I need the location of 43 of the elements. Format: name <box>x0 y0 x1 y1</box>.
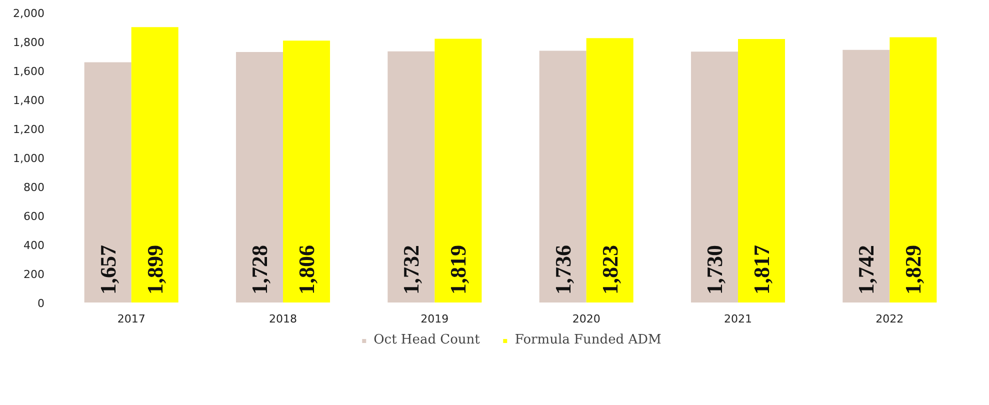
bar <box>388 51 435 302</box>
data-label: 1,817 <box>749 245 774 294</box>
data-label: 1,730 <box>702 245 727 294</box>
data-label: 1,732 <box>398 245 424 294</box>
y-tick-label: 200 <box>24 268 45 281</box>
legend-label: Formula Funded ADM <box>514 332 662 348</box>
y-tick-label: 1,200 <box>13 123 45 136</box>
data-label: 1,899 <box>142 245 168 294</box>
bar <box>690 52 738 302</box>
x-tick-label: 2019 <box>420 312 449 326</box>
data-label: 1,829 <box>900 245 926 294</box>
y-tick-label: 1,400 <box>13 94 45 107</box>
data-label: 1,736 <box>550 245 576 294</box>
bar <box>539 50 586 302</box>
y-tick-label: 1,600 <box>13 65 45 78</box>
data-label: 1,819 <box>446 245 471 294</box>
data-label: 1,806 <box>294 245 320 294</box>
bar <box>738 39 786 302</box>
data-label: 1,742 <box>854 245 879 294</box>
x-tick-label: 2022 <box>876 312 904 326</box>
y-tick-label: 0 <box>38 297 44 310</box>
y-tick-label: 2,000 <box>13 7 45 20</box>
bar <box>586 38 634 302</box>
bar <box>283 40 330 302</box>
y-tick-label: 1,000 <box>13 152 45 165</box>
data-label: 1,728 <box>246 245 272 294</box>
data-label: 1,657 <box>95 245 120 294</box>
y-tick-label: 400 <box>24 239 45 252</box>
bar <box>236 52 283 302</box>
data-label: 1,823 <box>597 245 622 294</box>
bar <box>842 50 890 302</box>
bar <box>84 62 132 302</box>
x-tick-label: 2020 <box>572 312 600 326</box>
bar <box>131 27 178 302</box>
x-tick-label: 2017 <box>117 312 146 326</box>
x-tick-label: 2018 <box>269 312 298 326</box>
legend-label: Oct Head Count <box>374 332 480 348</box>
y-tick-label: 600 <box>24 210 45 223</box>
y-tick-label: 800 <box>24 181 45 194</box>
y-tick-label: 1,800 <box>13 36 45 49</box>
x-tick-label: 2021 <box>724 312 752 326</box>
bar <box>890 37 937 302</box>
bar <box>434 38 482 302</box>
